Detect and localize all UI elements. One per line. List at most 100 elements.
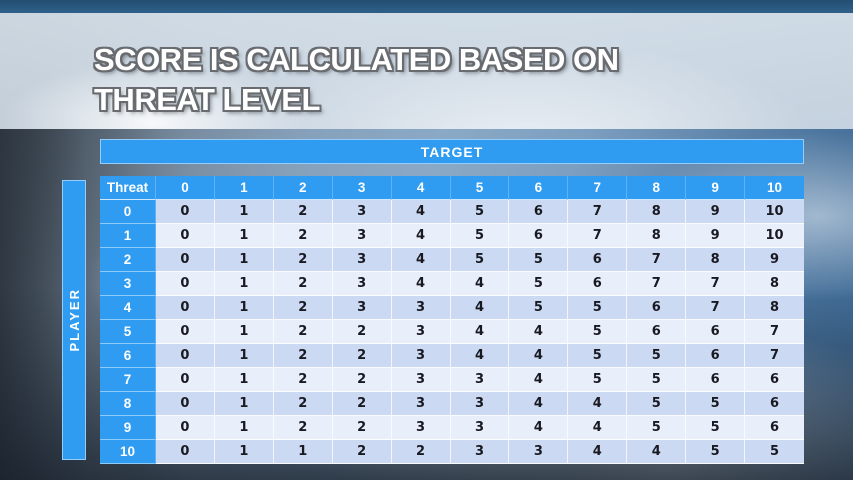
score-cell: 6 (568, 248, 628, 272)
score-cell: 5 (627, 392, 687, 416)
player-row-label: 9 (100, 416, 156, 440)
target-column-header: 9 (686, 176, 746, 200)
score-cell: 6 (686, 368, 746, 392)
score-cell: 4 (509, 344, 569, 368)
score-cell: 3 (332, 200, 392, 224)
target-column-header: 1 (214, 176, 274, 200)
score-cell: 2 (273, 416, 333, 440)
target-column-header: 4 (391, 176, 451, 200)
score-cell: 6 (568, 272, 628, 296)
score-cell: 0 (156, 392, 215, 416)
score-cell: 1 (214, 368, 274, 392)
score-cell: 6 (509, 224, 569, 248)
player-header-bar: PLAYER (62, 180, 86, 460)
score-cell: 6 (627, 296, 687, 320)
score-cell: 5 (686, 440, 746, 464)
score-cell: 7 (568, 200, 628, 224)
score-cell: 0 (156, 320, 215, 344)
score-cell: 7 (627, 272, 687, 296)
score-cell: 5 (745, 440, 804, 464)
target-column-header: 6 (509, 176, 569, 200)
score-cell: 4 (568, 392, 628, 416)
score-cell: 2 (273, 368, 333, 392)
target-column-header: 10 (745, 176, 804, 200)
player-row-label: 5 (100, 320, 156, 344)
score-cell: 4 (391, 224, 451, 248)
score-cell: 0 (156, 248, 215, 272)
score-cell: 2 (273, 248, 333, 272)
score-cell: 0 (156, 200, 215, 224)
score-cell: 1 (214, 440, 274, 464)
score-cell: 2 (332, 344, 392, 368)
score-cell: 5 (450, 224, 510, 248)
score-cell: 5 (568, 320, 628, 344)
score-cell: 4 (568, 416, 628, 440)
score-cell: 4 (450, 344, 510, 368)
score-cell: 1 (214, 200, 274, 224)
score-cell: 9 (686, 224, 746, 248)
score-cell: 5 (627, 344, 687, 368)
score-cell: 3 (332, 224, 392, 248)
score-cell: 5 (509, 248, 569, 272)
score-cell: 8 (627, 200, 687, 224)
score-cell: 3 (391, 392, 451, 416)
score-cell: 1 (214, 272, 274, 296)
score-cell: 1 (214, 248, 274, 272)
score-cell: 1 (214, 344, 274, 368)
score-cell: 1 (214, 224, 274, 248)
player-row-label: 8 (100, 392, 156, 416)
player-row-label: 6 (100, 344, 156, 368)
score-cell: 4 (509, 320, 569, 344)
score-matrix-table: Threat 0 1 2 3 4 5 6 7 8 9 10 0 0 1 2 3 4 5 6 7 8 9 10 1 0 1 2 3 4 5 6 7… (100, 176, 804, 464)
score-cell: 6 (745, 368, 804, 392)
score-cell: 2 (273, 296, 333, 320)
player-row-label: 7 (100, 368, 156, 392)
score-cell: 2 (391, 440, 451, 464)
score-cell: 5 (568, 344, 628, 368)
score-cell: 2 (273, 200, 333, 224)
score-cell: 2 (332, 320, 392, 344)
score-cell: 10 (745, 224, 804, 248)
score-cell: 3 (332, 296, 392, 320)
score-cell: 4 (391, 200, 451, 224)
score-cell: 7 (568, 224, 628, 248)
score-cell: 2 (273, 272, 333, 296)
score-cell: 1 (214, 392, 274, 416)
score-cell: 3 (450, 416, 510, 440)
score-cell: 2 (332, 368, 392, 392)
score-cell: 10 (745, 200, 804, 224)
player-row-label: 4 (100, 296, 156, 320)
target-column-header: 7 (568, 176, 628, 200)
score-cell: 5 (686, 416, 746, 440)
score-cell: 0 (156, 416, 215, 440)
score-cell: 3 (391, 416, 451, 440)
score-cell: 0 (156, 440, 215, 464)
score-cell: 5 (568, 296, 628, 320)
player-row-label: 2 (100, 248, 156, 272)
score-cell: 2 (332, 392, 392, 416)
target-column-header: 2 (273, 176, 333, 200)
score-cell: 0 (156, 344, 215, 368)
score-cell: 4 (627, 440, 687, 464)
score-cell: 6 (745, 416, 804, 440)
score-cell: 4 (509, 392, 569, 416)
score-cell: 5 (627, 368, 687, 392)
target-column-header: 8 (627, 176, 687, 200)
score-cell: 5 (568, 368, 628, 392)
score-cell: 5 (450, 200, 510, 224)
score-cell: 8 (745, 296, 804, 320)
score-cell: 9 (686, 200, 746, 224)
score-cell: 8 (627, 224, 687, 248)
score-cell: 4 (568, 440, 628, 464)
score-cell: 5 (509, 272, 569, 296)
score-cell: 3 (391, 368, 451, 392)
score-cell: 3 (332, 248, 392, 272)
score-cell: 6 (509, 200, 569, 224)
threat-corner-header: Threat (100, 176, 156, 200)
score-cell: 2 (273, 392, 333, 416)
score-cell: 0 (156, 272, 215, 296)
score-cell: 3 (450, 440, 510, 464)
score-cell: 2 (273, 344, 333, 368)
score-cell: 0 (156, 368, 215, 392)
score-cell: 5 (686, 392, 746, 416)
